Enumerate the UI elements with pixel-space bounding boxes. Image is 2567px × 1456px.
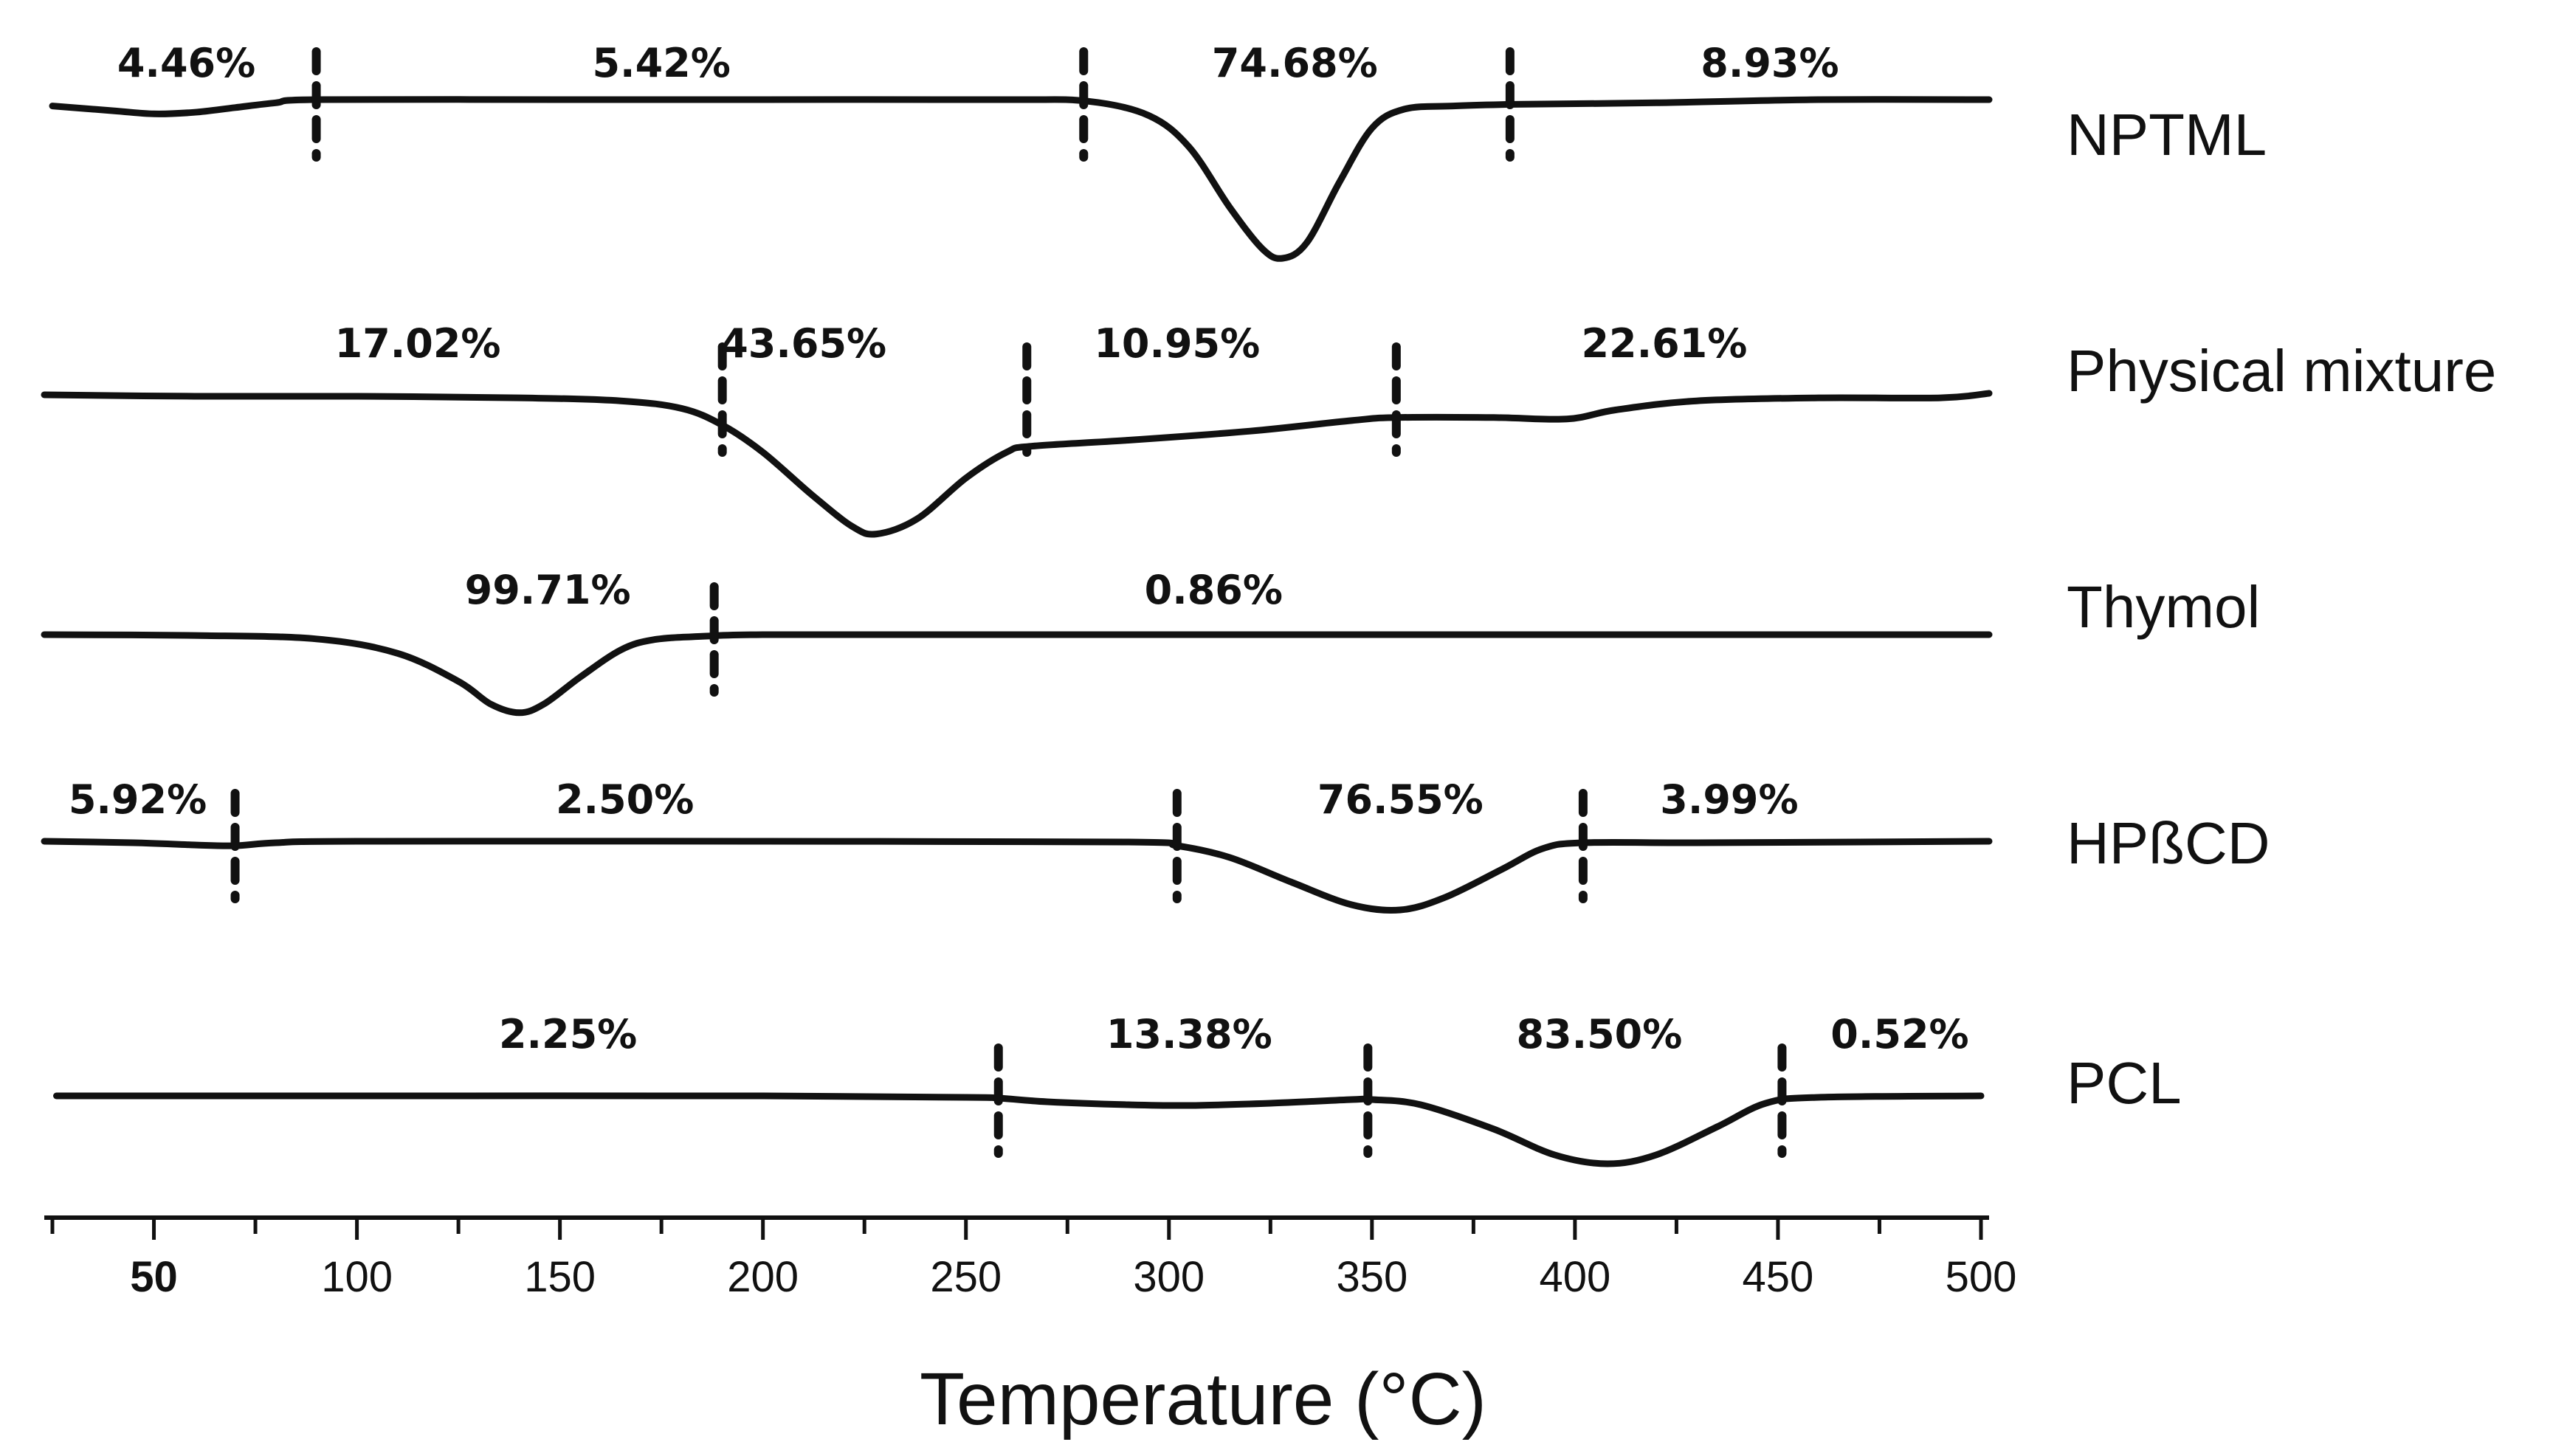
mass-loss-label: 5.42% [592,40,730,86]
tga-curve [41,390,1993,538]
tga-curve [41,838,1993,914]
mass-loss-label: 13.38% [1106,1011,1272,1058]
tga-curve [41,631,1993,717]
mass-loss-label: 99.71% [465,567,631,613]
x-tick-label: 150 [524,1253,596,1301]
x-tick-label: 350 [1336,1253,1407,1301]
x-axis: 50 100 150 200 250 300 350 400 450 500 [44,1215,2017,1301]
x-axis-title: Temperature (°C) [920,1358,1486,1441]
x-tick-label: 100 [321,1253,393,1301]
x-tick-label: 50 [130,1253,178,1301]
x-tick-label: 300 [1133,1253,1205,1301]
mass-loss-label: 0.86% [1145,567,1283,613]
mass-loss-label: 17.02% [335,320,501,367]
mass-loss-label: 2.50% [556,776,694,823]
series-name: NPTML [2067,102,2267,168]
mass-loss-label: 8.93% [1701,40,1839,86]
x-tick-label: 200 [727,1253,799,1301]
series-thymol: 99.71% 0.86% Thymol [41,567,2260,717]
x-tick-label: 400 [1540,1253,1611,1301]
mass-loss-label: 5.92% [69,776,207,823]
x-tick-label: 250 [930,1253,1002,1301]
mass-loss-label: 43.65% [720,320,886,367]
series-name: Physical mixture [2067,338,2496,404]
series-physical-mixture: 17.02% 43.65% 10.95% 22.61% Physical mixture [41,320,2496,538]
x-tick-label: 500 [1946,1253,2017,1301]
mass-loss-label: 2.25% [499,1011,637,1058]
tga-curve [49,96,1993,262]
mass-loss-label: 10.95% [1094,320,1260,367]
series-name: PCL [2067,1050,2182,1116]
series-name: Thymol [2067,574,2260,640]
series-name: HPßCD [2067,810,2270,876]
mass-loss-label: 76.55% [1317,776,1484,823]
mass-loss-label: 0.52% [1830,1011,1968,1058]
tga-curve [53,1092,1985,1167]
mass-loss-label: 4.46% [117,40,255,86]
mass-loss-label: 83.50% [1516,1011,1682,1058]
series-hp-cd: 5.92% 2.50% 76.55% 3.99% HPßCD [41,776,2270,914]
mass-loss-label: 74.68% [1212,40,1378,86]
series-pcl: 2.25% 13.38% 83.50% 0.52% PCL [53,1011,2182,1167]
series-nptml: 4.46% 5.42% 74.68% 8.93% NPTML [49,40,2267,262]
mass-loss-label: 3.99% [1660,776,1798,823]
curves-layer: 4.46% 5.42% 74.68% 8.93% NPTML 17.02% 43.65% 10… [41,40,2496,1167]
x-tick-label: 450 [1743,1253,1814,1301]
mass-loss-label: 22.61% [1581,320,1747,367]
